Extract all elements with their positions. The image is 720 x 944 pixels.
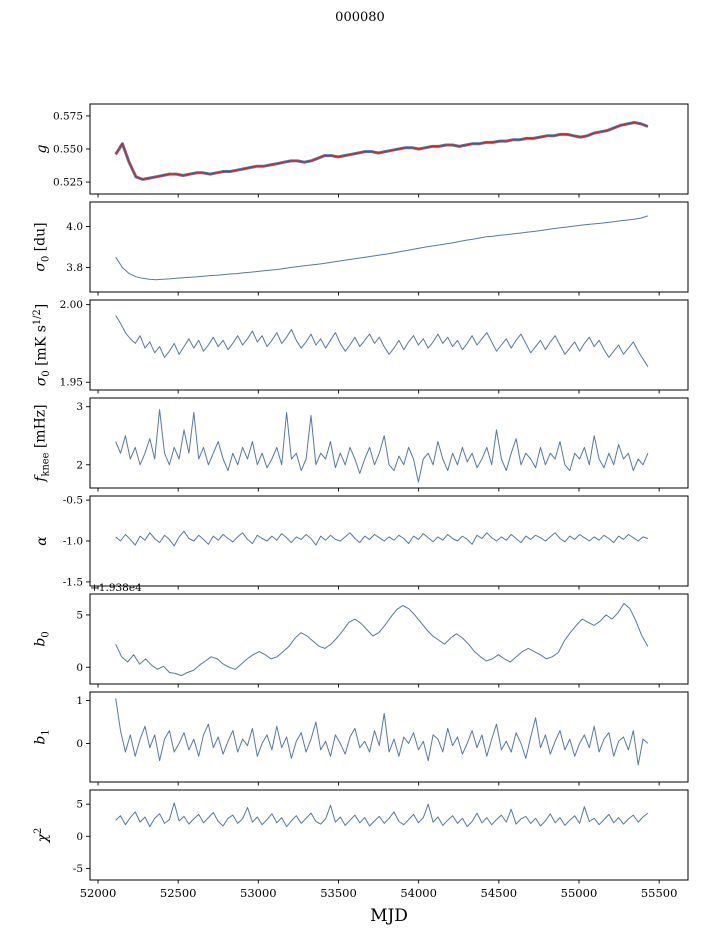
y-ticks: -5 0 5 (73, 799, 90, 875)
ytick-label: 0 (76, 738, 83, 750)
subplot-b0: 05+1.938e4 (76, 582, 689, 688)
ylabel-sigma0-mks: σ0 [mK s1/2] (31, 303, 53, 387)
axes-frame (89, 593, 689, 685)
x-axis-label: MJD (370, 906, 408, 926)
ytick-label: -0.5 (63, 495, 83, 507)
y-ticks: 0.525 0.550 0.575 (53, 110, 90, 189)
subplot-sigma0-du: 3.8 4.0 (66, 201, 689, 296)
ylabel-alpha: α (34, 536, 50, 546)
xtick-label: 55000 (561, 886, 598, 900)
x-ticks (97, 782, 660, 786)
axes-frame (89, 299, 689, 391)
ylabel-sigma0-du: σ0 [du] (32, 222, 52, 272)
ytick-label: -1.5 (63, 576, 83, 588)
subplot-alpha: -1.5 -1.0 -0.5 (63, 495, 689, 590)
ylabel-fknee: fknee [mHz] (32, 404, 52, 482)
ylabel-b1: b1 (32, 729, 52, 745)
xtick-label: 54500 (481, 886, 518, 900)
series-line-alpha (115, 530, 649, 547)
ylabel-g: g (34, 144, 50, 154)
axes-frame (89, 691, 689, 783)
series-line-fknee (115, 409, 649, 483)
y-ticks: 01 (76, 695, 90, 750)
ylabel-chi2: χ2 (33, 827, 51, 843)
series-line-b1 (115, 698, 649, 766)
ytick-label: 1 (76, 695, 83, 707)
x-ticks (97, 488, 660, 492)
xtick-label: 52500 (160, 886, 197, 900)
axis-offset-text: +1.938e4 (90, 582, 142, 594)
x-ticks: 52000 52500 53000 53500 54000 54500 55000 55500 (80, 880, 678, 900)
ytick-label: 2.00 (60, 299, 83, 311)
ytick-label: -5 (73, 863, 83, 875)
ytick-label: 1.95 (60, 377, 83, 389)
y-ticks: 1.95 2.00 (60, 299, 90, 389)
xtick-label: 52000 (80, 886, 117, 900)
axes-frame (89, 495, 689, 587)
x-ticks (97, 292, 660, 296)
x-ticks (97, 390, 660, 394)
series-line-sigma0-mks (115, 315, 649, 367)
axes-frame (89, 397, 689, 489)
xtick-label: 55500 (641, 886, 678, 900)
ytick-label: 4.0 (66, 221, 83, 233)
ytick-label: -1.0 (63, 536, 83, 548)
ytick-label: 0 (76, 831, 83, 843)
xtick-label: 53500 (320, 886, 357, 900)
ytick-label: 0.550 (53, 144, 83, 156)
ytick-label: 5 (76, 609, 83, 621)
ytick-label: 0 (76, 662, 83, 674)
series-line-g-gain (115, 121, 649, 181)
ytick-label: 5 (76, 799, 83, 811)
ytick-label: 0.525 (53, 177, 83, 189)
y-ticks: 23 (76, 401, 90, 471)
ytick-label: 2 (76, 459, 83, 471)
axes-frame (89, 201, 689, 293)
series-line-chi2 (115, 802, 649, 828)
ytick-label: 3.8 (66, 262, 83, 274)
series-line-b0 (115, 602, 649, 677)
y-ticks: 3.8 4.0 (66, 221, 90, 274)
x-ticks (97, 684, 660, 688)
y-ticks: -1.5 -1.0 -0.5 (63, 495, 90, 588)
axes-frame (89, 103, 689, 195)
subplot-b1: 01 (76, 691, 689, 786)
ylabel-b0: b0 (32, 631, 52, 647)
x-ticks (97, 586, 660, 590)
subplot-fknee: 23 (76, 397, 689, 492)
series-line-under-g-gain (114, 121, 649, 181)
figure-title: 000080 (335, 10, 385, 25)
series-line-sigma0-du (115, 215, 649, 281)
xtick-label: 53000 (240, 886, 277, 900)
axes-frame (89, 789, 689, 881)
ytick-label: 0.575 (53, 110, 83, 122)
xtick-label: 54000 (400, 886, 437, 900)
subplot-g: 0.525 0.550 0.575 (53, 103, 689, 198)
y-ticks: 05 (76, 609, 90, 674)
ytick-label: 3 (76, 401, 83, 413)
subplot-sigma0-mks: 1.95 2.00 (60, 299, 689, 394)
x-ticks (97, 194, 660, 198)
